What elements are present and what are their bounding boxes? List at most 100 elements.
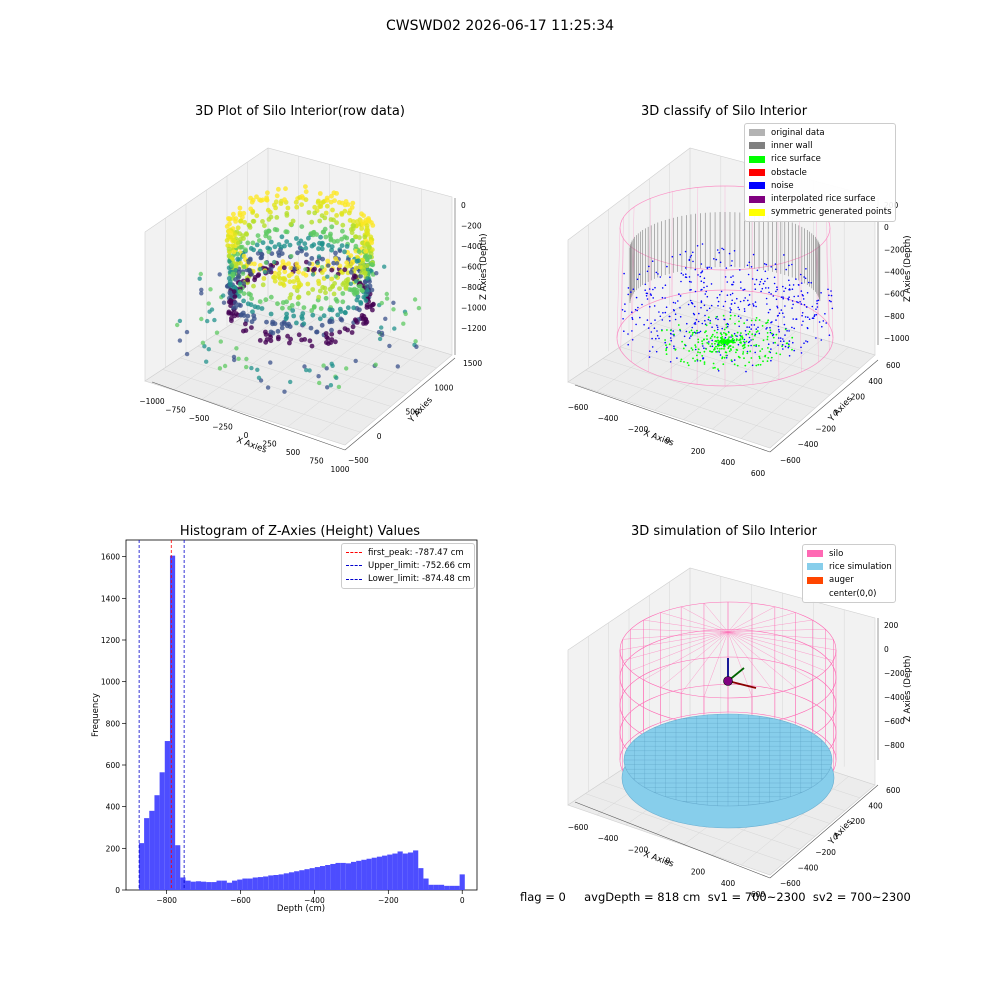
noise-point xyxy=(748,340,751,343)
raw-point xyxy=(222,363,228,369)
raw-point xyxy=(294,204,300,210)
noise-point xyxy=(783,323,786,326)
raw-point xyxy=(258,198,264,204)
rice-surface-point xyxy=(723,328,726,331)
rice-surface-point xyxy=(729,318,732,320)
raw-point xyxy=(335,238,340,244)
noise-point xyxy=(750,344,752,347)
raw-point xyxy=(312,210,318,216)
x-tick-label: −400 xyxy=(598,414,619,423)
raw-point xyxy=(359,226,365,231)
rice-surface-point xyxy=(709,350,711,353)
raw-point xyxy=(238,260,243,266)
raw-point xyxy=(329,193,334,199)
rice-surface-point xyxy=(736,331,739,334)
noise-point xyxy=(748,303,751,306)
raw-point xyxy=(318,306,324,311)
histogram-vlines xyxy=(138,540,185,890)
raw-point xyxy=(322,215,328,221)
noise-point xyxy=(669,276,671,279)
raw-point xyxy=(237,281,243,286)
x-tick-label: −750 xyxy=(165,406,186,415)
noise-point xyxy=(828,294,830,297)
raw-point xyxy=(360,260,366,266)
raw-point xyxy=(312,204,318,210)
noise-point xyxy=(804,277,807,280)
noise-point xyxy=(690,335,692,337)
raw-point xyxy=(232,300,238,306)
raw-point xyxy=(293,199,299,205)
noise-point xyxy=(700,301,703,304)
rice-surface-point xyxy=(710,351,713,353)
noise-point xyxy=(649,306,651,308)
rice-surface-point xyxy=(769,329,772,332)
noise-point xyxy=(791,263,793,266)
noise-point xyxy=(744,297,746,299)
raw-point xyxy=(241,253,247,259)
histogram-ylabel: Frequency xyxy=(91,693,101,737)
histogram-bar xyxy=(345,863,352,890)
rice-surface-point xyxy=(713,329,716,332)
rice-surface-point xyxy=(725,323,728,326)
rice-surface-point xyxy=(749,350,752,353)
raw-point xyxy=(331,217,336,223)
raw-point xyxy=(299,224,305,230)
rice-surface-point xyxy=(723,356,726,359)
noise-point xyxy=(669,361,672,363)
raw-point xyxy=(202,344,207,349)
raw-point xyxy=(301,305,307,310)
y-tick-label: −400 xyxy=(798,864,819,873)
histogram-bar xyxy=(397,851,403,890)
raw-point xyxy=(264,197,270,203)
raw-point xyxy=(284,211,290,216)
noise-point xyxy=(706,285,708,288)
noise-point xyxy=(705,290,707,293)
raw-point xyxy=(276,186,281,192)
noise-point xyxy=(624,303,626,305)
simulation-plot-svg: −600−400−2000200400600−600−400−200020040… xyxy=(567,567,913,899)
histogram-bar xyxy=(371,857,377,890)
noise-point xyxy=(779,340,782,343)
noise-point xyxy=(680,272,683,275)
raw-point xyxy=(333,250,338,256)
rice-surface-point xyxy=(710,335,713,338)
noise-point xyxy=(782,312,784,315)
noise-point xyxy=(774,263,777,265)
rice-surface-point xyxy=(734,334,737,337)
rice-surface-point xyxy=(767,357,770,359)
noise-point xyxy=(717,370,720,372)
histogram-bar xyxy=(149,810,155,890)
noise-point xyxy=(708,307,711,310)
noise-point xyxy=(782,297,784,300)
raw-point xyxy=(197,276,202,281)
raw-point xyxy=(288,292,294,297)
noise-point xyxy=(710,304,713,307)
noise-point xyxy=(646,298,649,300)
raw-point xyxy=(238,303,243,308)
noise-point xyxy=(733,250,736,252)
noise-point xyxy=(697,320,700,323)
noise-point xyxy=(650,322,652,325)
rice-surface-point xyxy=(711,343,713,345)
x-tick-label: 200 xyxy=(691,868,706,877)
noise-point xyxy=(666,346,668,349)
raw-point xyxy=(250,218,256,224)
noise-point xyxy=(696,332,699,334)
noise-point xyxy=(731,260,733,262)
raw-point xyxy=(317,191,323,196)
raw-point xyxy=(340,228,345,234)
rice-surface-point xyxy=(736,364,739,367)
noise-point xyxy=(769,331,772,334)
raw-point xyxy=(360,219,365,225)
noise-point xyxy=(743,338,746,341)
noise-point xyxy=(780,296,783,299)
rice-surface-point xyxy=(742,353,744,355)
raw-point xyxy=(330,207,335,213)
noise-point xyxy=(813,315,816,318)
raw-point xyxy=(353,243,359,249)
noise-point xyxy=(674,302,677,304)
legend-line xyxy=(346,578,362,580)
noise-point xyxy=(729,311,732,314)
raw-point xyxy=(319,322,325,328)
rice-surface-point xyxy=(712,362,715,365)
